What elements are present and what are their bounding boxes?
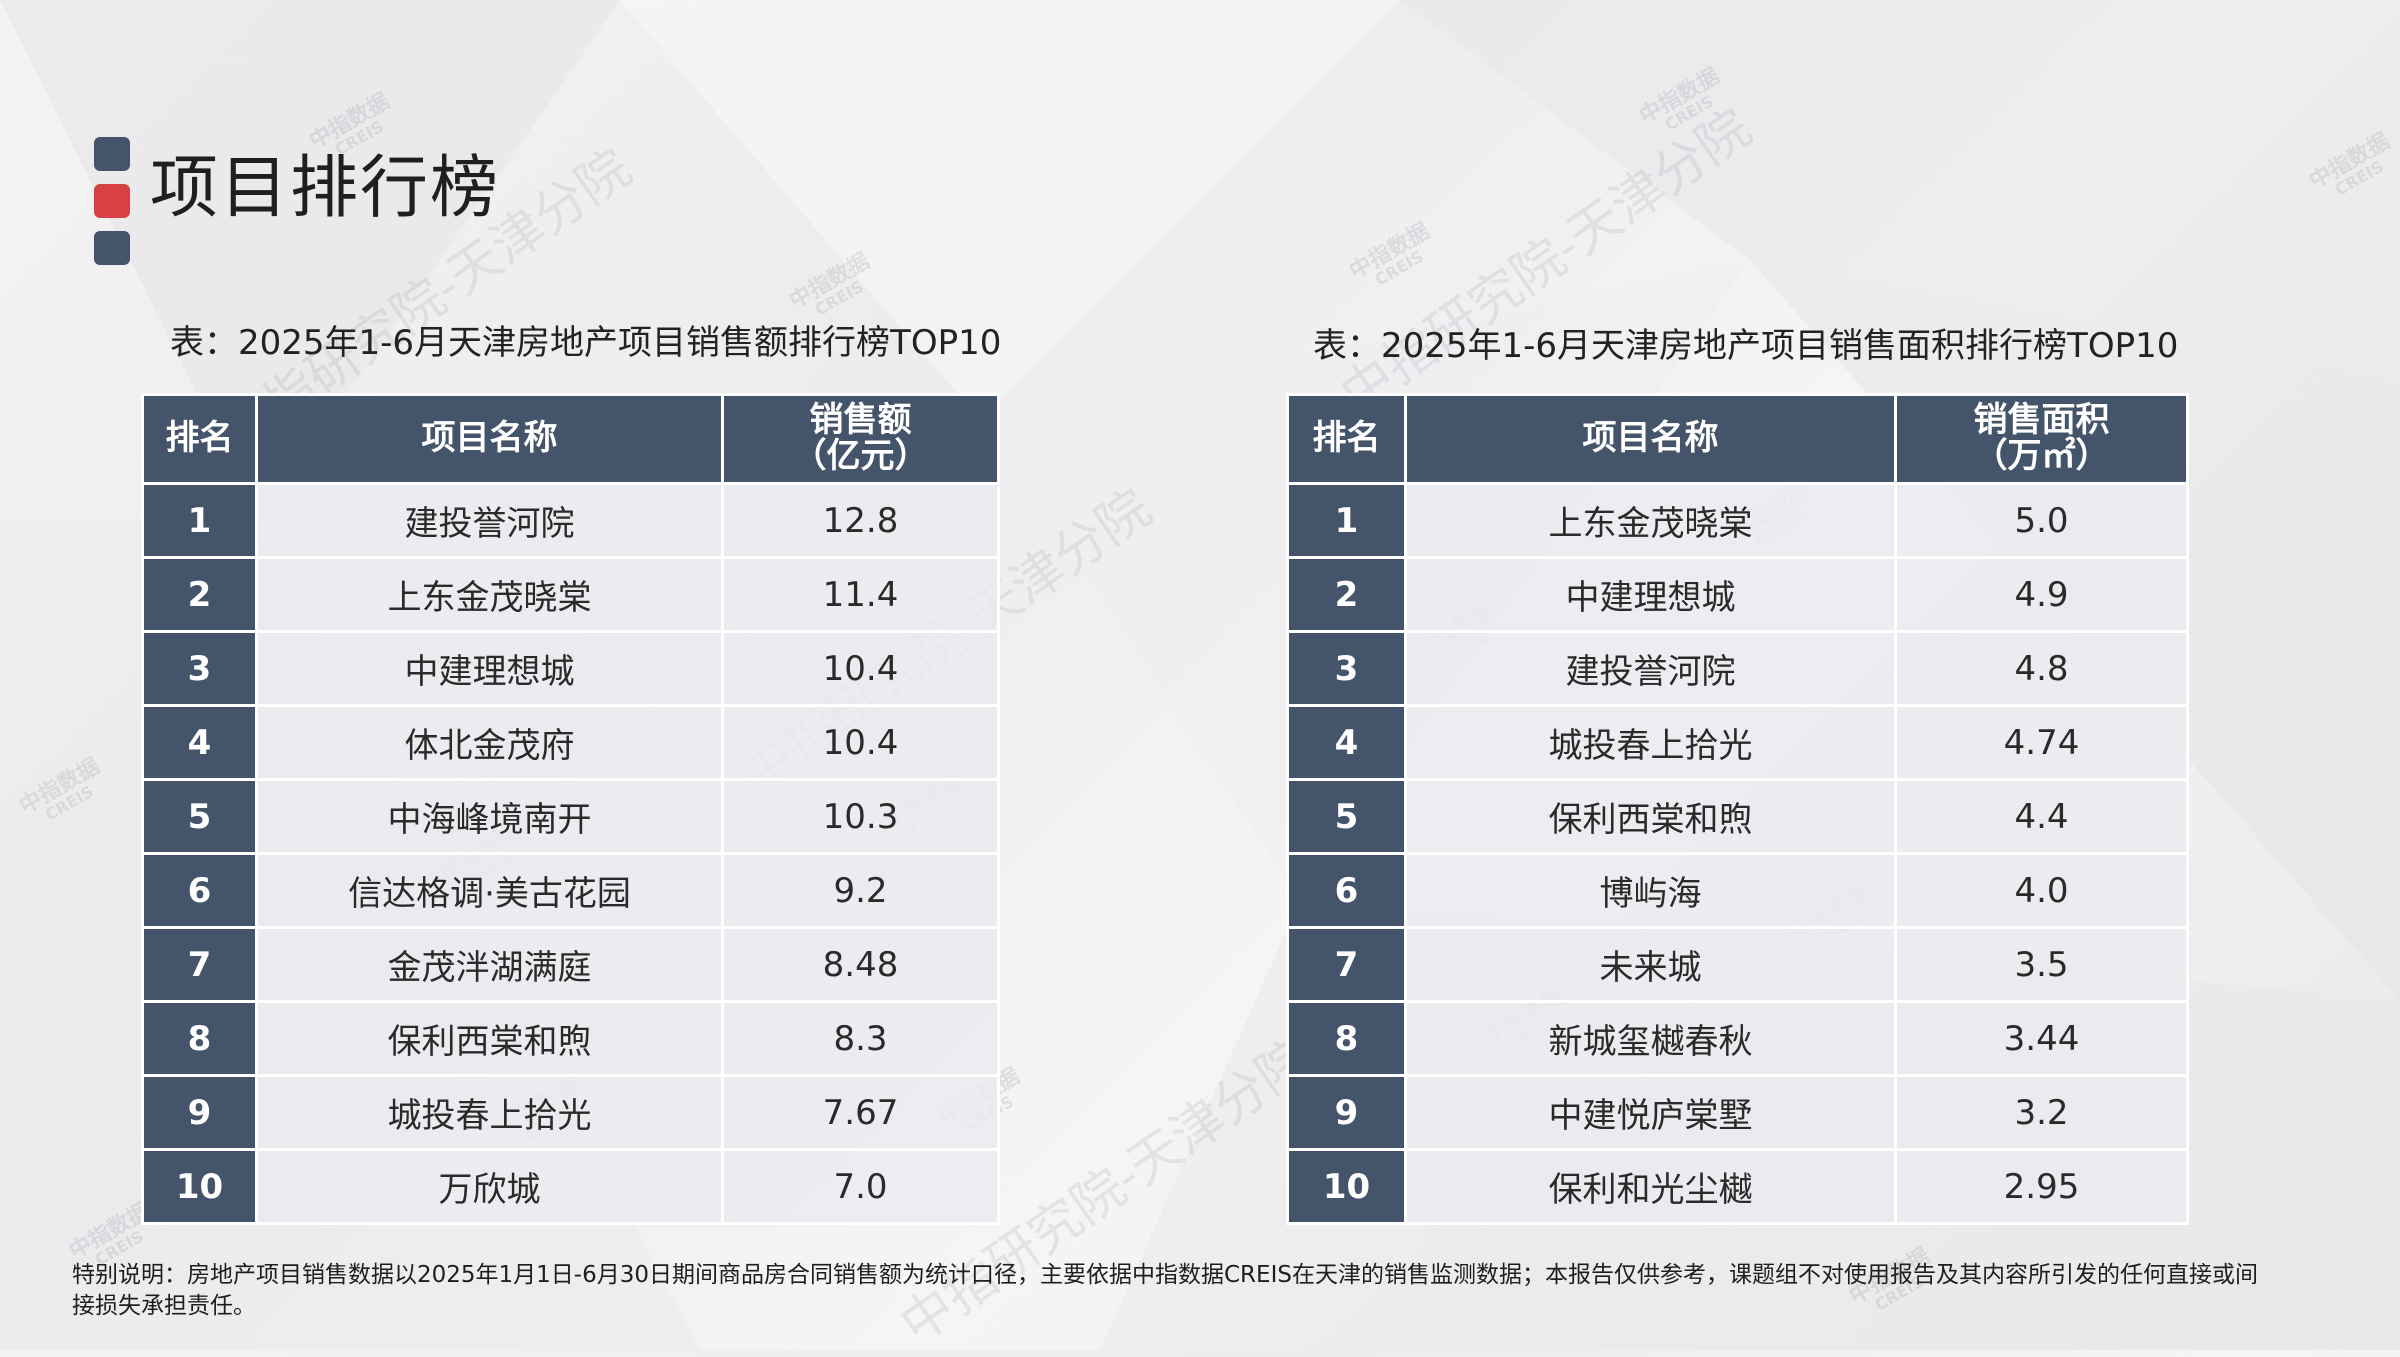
project-name-cell: 信达格调·美古花园 [255, 852, 724, 929]
value-cell: 4.0 [1894, 852, 2189, 929]
project-name-cell: 万欣城 [255, 1148, 724, 1225]
header-project-name: 项目名称 [1404, 393, 1897, 485]
page-title: 项目排行榜 [150, 149, 501, 228]
table-row: 5 中海峰境南开 10.3 [141, 778, 1000, 855]
value-cell: 2.95 [1894, 1148, 2189, 1225]
rank-cell: 1 [1286, 482, 1407, 559]
table-row: 7 未来城 3.5 [1286, 926, 2189, 1003]
table-row: 8 新城玺樾春秋 3.44 [1286, 1000, 2189, 1077]
rank-cell: 7 [141, 926, 258, 1003]
rank-cell: 9 [1286, 1074, 1407, 1151]
value-cell: 11.4 [721, 556, 1000, 633]
project-name-cell: 保利西棠和煦 [1404, 778, 1897, 855]
rank-cell: 7 [1286, 926, 1407, 1003]
rank-cell: 5 [141, 778, 258, 855]
table-row: 8 保利西棠和煦 8.3 [141, 1000, 1000, 1077]
rank-cell: 4 [1286, 704, 1407, 781]
rank-cell: 5 [1286, 778, 1407, 855]
sales-amount-ranking-table: 排名 项目名称 销售额 （亿元） 1 建投誉河院 12.8 2 上东金茂晓棠 11.4 3 中… [141, 393, 1000, 1225]
rank-cell: 9 [141, 1074, 258, 1151]
project-name-cell: 城投春上拾光 [1404, 704, 1897, 781]
project-name-cell: 上东金茂晓棠 [255, 556, 724, 633]
header-sales-area: 销售面积 （万㎡） [1894, 393, 2189, 485]
project-name-cell: 中建理想城 [255, 630, 724, 707]
rank-cell: 6 [1286, 852, 1407, 929]
table-row: 7 金茂泮湖满庭 8.48 [141, 926, 1000, 1003]
rank-cell: 2 [1286, 556, 1407, 633]
value-cell: 8.3 [721, 1000, 1000, 1077]
sales-area-ranking-table: 排名 项目名称 销售面积 （万㎡） 1 上东金茂晓棠 5.0 2 中建理想城 4.9 3 建投… [1286, 393, 2189, 1225]
value-cell: 4.4 [1894, 778, 2189, 855]
rank-cell: 10 [1286, 1148, 1407, 1225]
value-cell: 12.8 [721, 482, 1000, 559]
value-cell: 3.5 [1894, 926, 2189, 1003]
title-square-2 [94, 184, 130, 218]
value-cell: 10.4 [721, 704, 1000, 781]
rank-cell: 10 [141, 1148, 258, 1225]
rank-cell: 1 [141, 482, 258, 559]
value-cell: 7.0 [721, 1148, 1000, 1225]
table-row: 5 保利西棠和煦 4.4 [1286, 778, 2189, 855]
value-cell: 4.74 [1894, 704, 2189, 781]
project-name-cell: 中海峰境南开 [255, 778, 724, 855]
project-name-cell: 金茂泮湖满庭 [255, 926, 724, 1003]
project-name-cell: 中建理想城 [1404, 556, 1897, 633]
project-name-cell: 上东金茂晓棠 [1404, 482, 1897, 559]
rank-cell: 3 [1286, 630, 1407, 707]
table-row: 10 保利和光尘樾 2.95 [1286, 1148, 2189, 1225]
project-name-cell: 保利和光尘樾 [1404, 1148, 1897, 1225]
value-cell: 3.2 [1894, 1074, 2189, 1151]
project-name-cell: 建投誉河院 [1404, 630, 1897, 707]
project-name-cell: 保利西棠和煦 [255, 1000, 724, 1077]
project-name-cell: 中建悦庐棠墅 [1404, 1074, 1897, 1151]
table-row: 6 博屿海 4.0 [1286, 852, 2189, 929]
header-rank: 排名 [1286, 393, 1407, 485]
table-row: 9 城投春上拾光 7.67 [141, 1074, 1000, 1151]
table-header-row: 排名 项目名称 销售额 （亿元） [141, 393, 1000, 485]
value-cell: 10.3 [721, 778, 1000, 855]
table-row: 3 建投誉河院 4.8 [1286, 630, 2189, 707]
value-cell: 5.0 [1894, 482, 2189, 559]
project-name-cell: 城投春上拾光 [255, 1074, 724, 1151]
rank-cell: 8 [1286, 1000, 1407, 1077]
table-row: 4 体北金茂府 10.4 [141, 704, 1000, 781]
table-row: 9 中建悦庐棠墅 3.2 [1286, 1074, 2189, 1151]
right-table-caption: 表：2025年1-6月天津房地产项目销售面积排行榜TOP10 [1313, 326, 2179, 366]
value-cell: 4.9 [1894, 556, 2189, 633]
table-row: 2 中建理想城 4.9 [1286, 556, 2189, 633]
title-decoration [94, 137, 130, 278]
table-row: 1 上东金茂晓棠 5.0 [1286, 482, 2189, 559]
header-sales-amount: 销售额 （亿元） [721, 393, 1000, 485]
rank-cell: 2 [141, 556, 258, 633]
project-name-cell: 建投誉河院 [255, 482, 724, 559]
left-table-caption: 表：2025年1-6月天津房地产项目销售额排行榜TOP10 [170, 323, 1002, 363]
table-row: 2 上东金茂晓棠 11.4 [141, 556, 1000, 633]
rank-cell: 4 [141, 704, 258, 781]
header-project-name: 项目名称 [255, 393, 724, 485]
footnote: 特别说明：房地产项目销售数据以2025年1月1日-6月30日期间商品房合同销售额… [72, 1262, 2258, 1320]
value-cell: 10.4 [721, 630, 1000, 707]
table-row: 6 信达格调·美古花园 9.2 [141, 852, 1000, 929]
title-square-1 [94, 137, 130, 171]
value-cell: 7.67 [721, 1074, 1000, 1151]
value-cell: 9.2 [721, 852, 1000, 929]
value-cell: 4.8 [1894, 630, 2189, 707]
project-name-cell: 未来城 [1404, 926, 1897, 1003]
project-name-cell: 新城玺樾春秋 [1404, 1000, 1897, 1077]
title-square-3 [94, 231, 130, 265]
rank-cell: 3 [141, 630, 258, 707]
rank-cell: 8 [141, 1000, 258, 1077]
rank-cell: 6 [141, 852, 258, 929]
value-cell: 3.44 [1894, 1000, 2189, 1077]
table-row: 10 万欣城 7.0 [141, 1148, 1000, 1225]
table-row: 4 城投春上拾光 4.74 [1286, 704, 2189, 781]
table-header-row: 排名 项目名称 销售面积 （万㎡） [1286, 393, 2189, 485]
table-row: 1 建投誉河院 12.8 [141, 482, 1000, 559]
project-name-cell: 博屿海 [1404, 852, 1897, 929]
value-cell: 8.48 [721, 926, 1000, 1003]
header-rank: 排名 [141, 393, 258, 485]
table-row: 3 中建理想城 10.4 [141, 630, 1000, 707]
project-name-cell: 体北金茂府 [255, 704, 724, 781]
